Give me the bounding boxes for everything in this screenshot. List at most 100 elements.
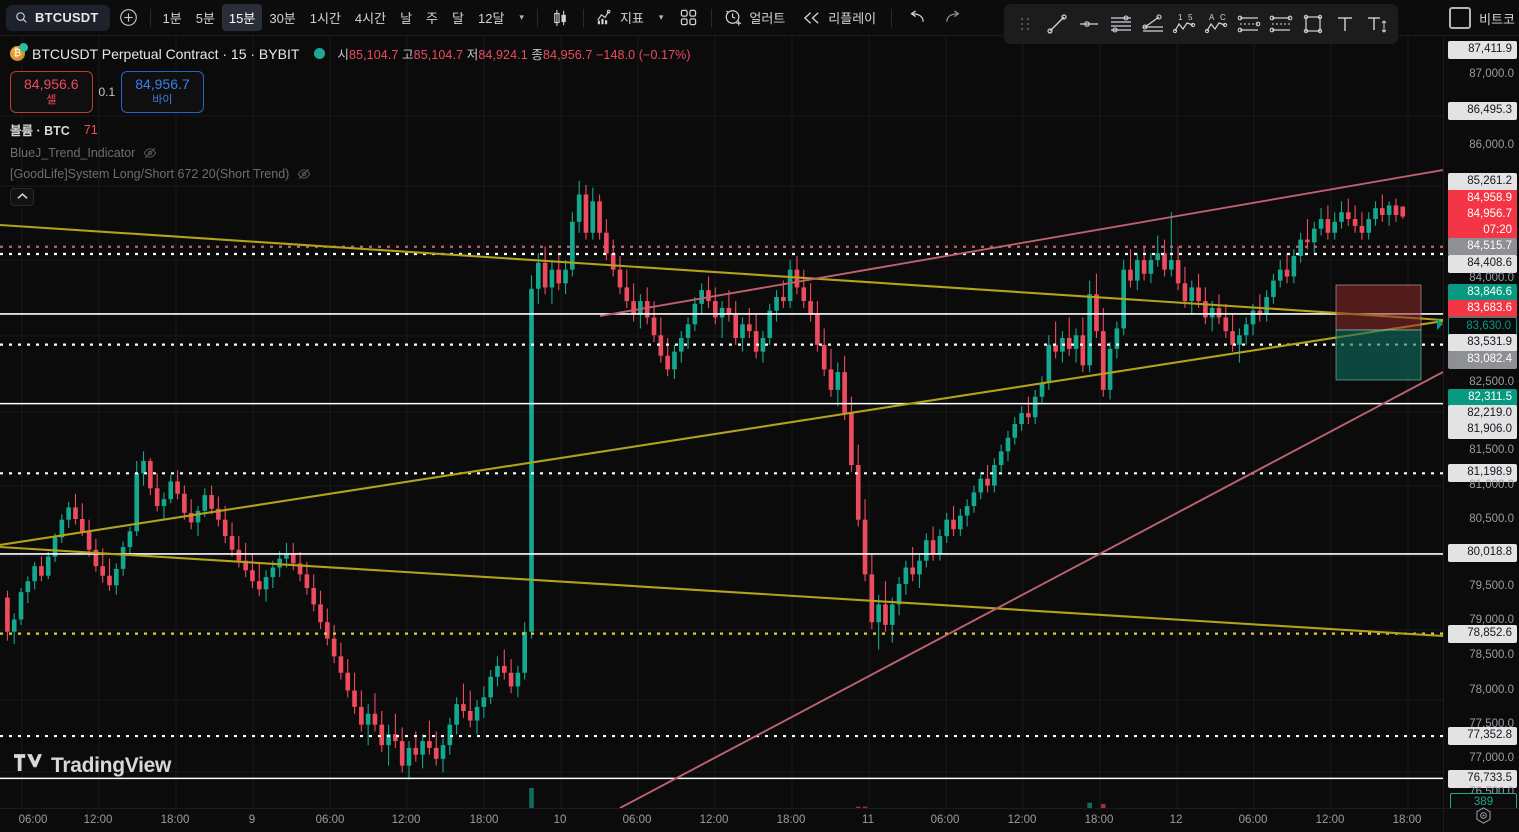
time-label: 12:00 xyxy=(1315,814,1345,826)
horizontal-ray-icon[interactable] xyxy=(1074,9,1104,39)
price-label-07:20[interactable]: 07:20 xyxy=(1448,222,1517,240)
goodlife-indicator-label: [GoodLife]System Long/Short 672 20(Short… xyxy=(10,167,290,181)
timeframe-4시간[interactable]: 4시간 xyxy=(354,11,387,26)
price-label-800188[interactable]: 80,018.8 xyxy=(1448,544,1517,562)
price-label-788526[interactable]: 78,852.6 xyxy=(1448,625,1517,643)
timeframe-30분[interactable]: 30분 xyxy=(269,11,296,26)
chevron-down-icon[interactable]: ▾ xyxy=(519,12,524,22)
parallel-channel-icon[interactable] xyxy=(1106,9,1136,39)
buy-ticket-button[interactable]: 84,956.7 바이 xyxy=(121,71,204,113)
price-label-825000: 82,500.0 xyxy=(1469,376,1514,388)
timeframe-날[interactable]: 날 xyxy=(400,11,413,26)
alert-button[interactable]: 얼러트 xyxy=(717,4,792,31)
time-label: 18:00 xyxy=(1392,814,1422,826)
time-label: 12:00 xyxy=(1007,814,1037,826)
price-label-844086[interactable]: 84,408.6 xyxy=(1448,255,1517,273)
square-outline-icon[interactable] xyxy=(1449,7,1472,29)
chart-plot xyxy=(0,36,1443,808)
price-label-845157[interactable]: 84,515.7 xyxy=(1448,238,1517,256)
drag-handle-icon[interactable] xyxy=(1010,9,1040,39)
trend-lines[interactable] xyxy=(0,169,1443,808)
price-label-874119[interactable]: 87,411.9 xyxy=(1448,41,1517,59)
price-marker xyxy=(1437,318,1443,330)
time-label: 10 xyxy=(553,814,567,826)
price-label-836300[interactable]: 83,630.0 xyxy=(1448,317,1517,337)
price-label-767335[interactable]: 76,733.5 xyxy=(1448,770,1517,788)
timeframe-1시간[interactable]: 1시간 xyxy=(309,11,341,26)
indicator-row-bluej[interactable]: BlueJ_Trend_Indicator xyxy=(10,146,691,160)
rectangle-icon[interactable] xyxy=(1298,9,1328,39)
anchored-text-icon[interactable] xyxy=(1362,9,1392,39)
symbol-search-button[interactable]: BTCUSDT xyxy=(6,4,110,31)
timeframe-5분[interactable]: 5분 xyxy=(195,11,215,26)
corner-label: 비트코 xyxy=(1479,11,1515,27)
price-label-864953[interactable]: 86,495.3 xyxy=(1448,102,1517,120)
price-label-773528[interactable]: 77,352.8 xyxy=(1448,727,1517,745)
sell-label: 셀 xyxy=(46,94,57,106)
price-label-819060[interactable]: 81,906.0 xyxy=(1448,421,1517,439)
plus-circle-icon[interactable] xyxy=(119,8,138,27)
trend-line-icon[interactable] xyxy=(1042,9,1072,39)
price-label-805000: 80,500.0 xyxy=(1469,513,1514,525)
order-quantity[interactable]: 0.1 xyxy=(98,85,116,99)
alarm-clock-icon xyxy=(724,8,743,27)
undo-arrow-icon[interactable] xyxy=(900,6,935,29)
time-label: 12:00 xyxy=(699,814,729,826)
indicator-row-goodlife[interactable]: [GoodLife]System Long/Short 672 20(Short… xyxy=(10,167,691,181)
price-label-836836[interactable]: 83,683.6 xyxy=(1448,300,1517,318)
replay-label: 리플레이 xyxy=(828,11,877,26)
long-position-icon[interactable] xyxy=(1234,9,1264,39)
position-box[interactable] xyxy=(1335,284,1422,381)
short-position-icon[interactable] xyxy=(1266,9,1296,39)
redo-arrow-icon[interactable] xyxy=(935,6,970,29)
top-right-corner: 비트코 xyxy=(1449,0,1519,36)
price-label-815000: 81,500.0 xyxy=(1469,444,1514,456)
time-label: 18:00 xyxy=(1084,814,1114,826)
pitchfork-icon[interactable] xyxy=(1138,9,1168,39)
price-label-860000: 86,000.0 xyxy=(1469,139,1514,151)
sell-ticket-button[interactable]: 84,956.6 셀 xyxy=(10,71,93,113)
price-label-389[interactable]: 389 xyxy=(1450,793,1517,808)
price-label-830824[interactable]: 83,082.4 xyxy=(1448,351,1517,369)
chevron-down-icon[interactable]: ▾ xyxy=(658,12,664,22)
price-label-835319[interactable]: 83,531.9 xyxy=(1448,334,1517,352)
price-label-823115[interactable]: 82,311.5 xyxy=(1448,389,1517,407)
timeframe-15분[interactable]: 15분 xyxy=(221,4,263,31)
price-label-822190[interactable]: 82,219.0 xyxy=(1448,405,1517,423)
price-label-770000: 77,000.0 xyxy=(1469,752,1514,764)
candlestick-icon[interactable] xyxy=(543,5,578,31)
price-label-852612[interactable]: 85,261.2 xyxy=(1448,173,1517,191)
price-label-838466[interactable]: 83,846.6 xyxy=(1448,284,1517,302)
buy-label: 바이 xyxy=(152,94,173,106)
timeframe-12달[interactable]: 12달 xyxy=(477,11,505,26)
price-label-849589[interactable]: 84,958.9 xyxy=(1448,190,1517,208)
chart-canvas[interactable]: BTCUSDT Perpetual Contract · 15 · BYBIT … xyxy=(0,36,1443,808)
legend-collapse-button[interactable] xyxy=(10,188,34,206)
replay-button[interactable]: 리플레이 xyxy=(796,4,883,31)
price-label-790000: 79,000.0 xyxy=(1469,614,1514,626)
price-label-849567[interactable]: 84,956.7 xyxy=(1448,206,1517,224)
time-label: 12:00 xyxy=(391,814,421,826)
eye-hidden-icon[interactable] xyxy=(143,146,157,160)
grid-templates-icon[interactable] xyxy=(671,5,706,30)
time-axis[interactable]: 06:00 12:00 18:00 9 06:00 12:00 18:00 10 06:00 12… xyxy=(0,808,1443,832)
price-axis[interactable]: 87,411.9 87,000.0 86,495.3 86,000.0 85,261.2… xyxy=(1443,36,1519,808)
svg-text:5: 5 xyxy=(1188,13,1193,22)
price-label-780000: 78,000.0 xyxy=(1469,684,1514,696)
indicators-button[interactable]: 지표 xyxy=(589,4,651,31)
timeframe-달[interactable]: 달 xyxy=(452,11,464,26)
alert-label: 얼러트 xyxy=(749,11,786,26)
chart-settings-gear-icon[interactable] xyxy=(1474,806,1493,830)
indicator-row-volume[interactable]: 볼륨 · BTC 71 xyxy=(10,120,691,139)
timeframe-주[interactable]: 주 xyxy=(426,11,439,26)
price-label-811989[interactable]: 81,198.9 xyxy=(1448,464,1517,482)
timeframe-1분[interactable]: 1분 xyxy=(162,11,182,26)
order-tickets: 84,956.6 셀 0.1 84,956.7 바이 xyxy=(10,71,691,113)
eye-hidden-icon[interactable] xyxy=(297,167,311,181)
text-icon[interactable] xyxy=(1330,9,1360,39)
buy-price: 84,956.7 xyxy=(135,76,190,92)
price-label-840000: 84,000.0 xyxy=(1469,272,1514,284)
